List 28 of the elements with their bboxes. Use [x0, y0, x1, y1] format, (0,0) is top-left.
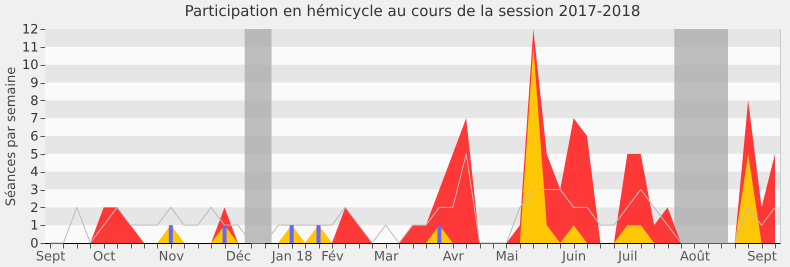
x-tick-label: Sept	[36, 250, 66, 264]
y-tick-label: 6	[30, 130, 38, 144]
x-tick-label: Mar	[374, 250, 400, 264]
y-tick-label: 3	[30, 183, 38, 198]
x-tick-label: Jan 18	[270, 250, 313, 264]
x-tick-label: Avr	[442, 250, 465, 264]
y-tick-label: 5	[30, 147, 38, 162]
x-tick-label: Fév	[321, 250, 344, 264]
y-tick-label: 12	[22, 22, 38, 38]
x-tick-label: Déc	[226, 250, 252, 264]
y-tick-label: 9	[30, 76, 38, 91]
x-tick-label: Août	[680, 250, 710, 264]
x-tick-label: Juin	[561, 250, 586, 264]
y-tick-label: 0	[30, 236, 38, 252]
y-tick-label: 1	[30, 218, 38, 234]
x-tick-label: Oct	[92, 250, 116, 264]
y-tick-label: 10	[22, 58, 38, 74]
y-tick-label: 11	[22, 40, 38, 56]
y-tick-label: 8	[30, 94, 38, 109]
y-axis-title: Séances par semaine	[4, 66, 19, 206]
x-tick-label: Mai	[496, 250, 518, 264]
x-tick-label: Juil	[617, 250, 638, 264]
y-tick-label: 4	[30, 165, 38, 180]
x-tick-label: Nov	[158, 250, 184, 264]
chart-title: Participation en hémicycle au cours de la session 2017-2018	[184, 2, 640, 20]
y-tick-label: 2	[30, 200, 38, 216]
y-tick-label: 7	[30, 112, 38, 127]
x-tick-label: Sept	[747, 250, 777, 264]
